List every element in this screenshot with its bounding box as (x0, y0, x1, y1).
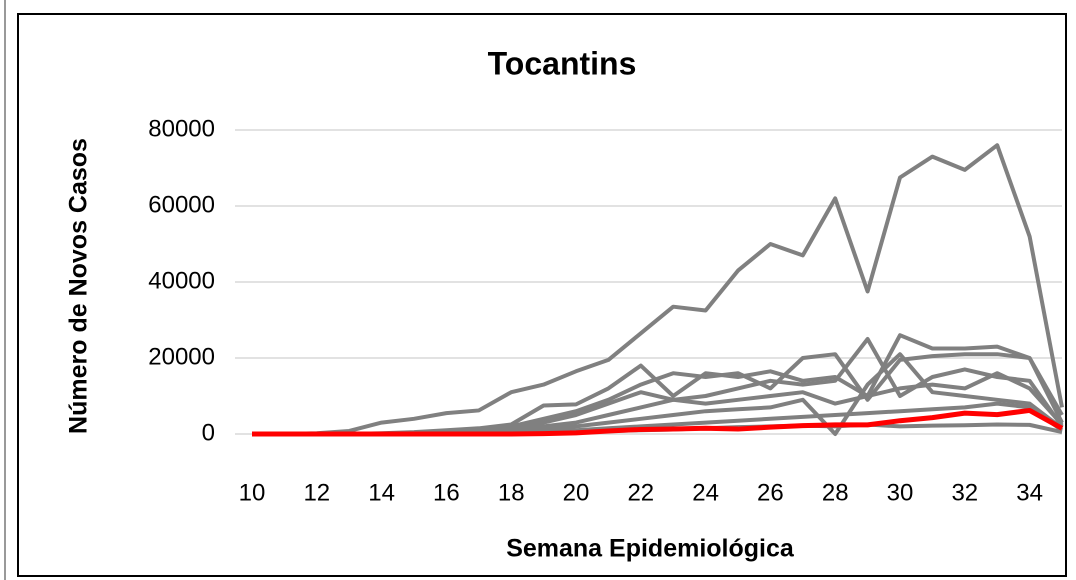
chart-title: Tocantins (488, 45, 637, 81)
y-tick-label: 80000 (148, 115, 215, 142)
x-tick-label: 10 (239, 479, 266, 506)
series-line (252, 407, 1064, 437)
series-line (252, 143, 1064, 436)
x-tick-label: 28 (822, 479, 849, 506)
x-tick-label: 16 (433, 479, 460, 506)
x-tick-label: 20 (563, 479, 590, 506)
x-tick-label: 18 (498, 479, 525, 506)
y-tick-label: 60000 (148, 191, 215, 218)
x-tick-label: 30 (887, 479, 914, 506)
y-tick-label: 40000 (148, 267, 215, 294)
chart-frame (17, 13, 1067, 577)
x-tick-label: 12 (303, 479, 330, 506)
y-tick-label: 20000 (148, 343, 215, 370)
y-tick-label: 0 (202, 419, 215, 446)
x-tick-label: 24 (692, 479, 719, 506)
y-axis-label: Número de Novos Casos (65, 138, 93, 434)
x-tick-label: 26 (757, 479, 784, 506)
x-tick-label: 32 (951, 479, 978, 506)
x-axis-label: Semana Epidemiológica (506, 535, 795, 563)
x-tick-label: 14 (368, 479, 395, 506)
x-tick-label: 34 (1016, 479, 1043, 506)
x-tick-label: 22 (627, 479, 654, 506)
